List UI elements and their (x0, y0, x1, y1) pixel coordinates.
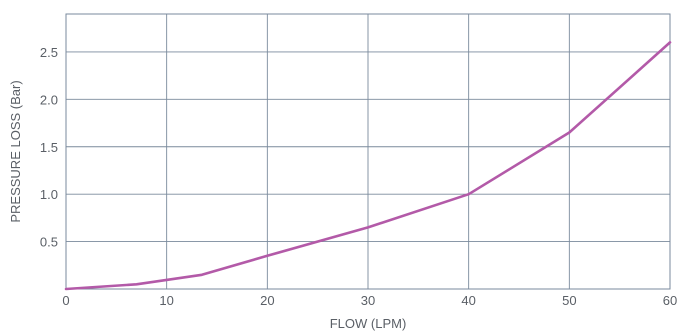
y-tick-label: 2.5 (40, 45, 58, 60)
x-tick-label: 0 (62, 293, 69, 308)
x-axis-title: FLOW (LPM) (330, 316, 407, 331)
x-tick-label: 30 (361, 293, 375, 308)
y-tick-label: 1.0 (40, 187, 58, 202)
series-layer (64, 41, 672, 291)
y-tick-label: 0.5 (40, 235, 58, 250)
y-axis-title: PRESSURE LOSS (Bar) (8, 80, 23, 222)
y-tick-labels: 0.5 1.0 1.5 2.0 2.5 (40, 45, 58, 250)
x-tick-label: 50 (562, 293, 576, 308)
plot-frame (65, 13, 671, 290)
x-tick-label: 60 (663, 293, 677, 308)
x-tick-labels: 0 10 20 30 40 50 60 (62, 293, 677, 308)
x-tick-label: 10 (159, 293, 173, 308)
x-tick-label: 20 (260, 293, 274, 308)
x-tick-label: 40 (461, 293, 475, 308)
series-line (64, 41, 672, 291)
y-tick-label: 1.5 (40, 140, 58, 155)
y-tick-label: 2.0 (40, 92, 58, 107)
grid-lines (66, 14, 670, 289)
